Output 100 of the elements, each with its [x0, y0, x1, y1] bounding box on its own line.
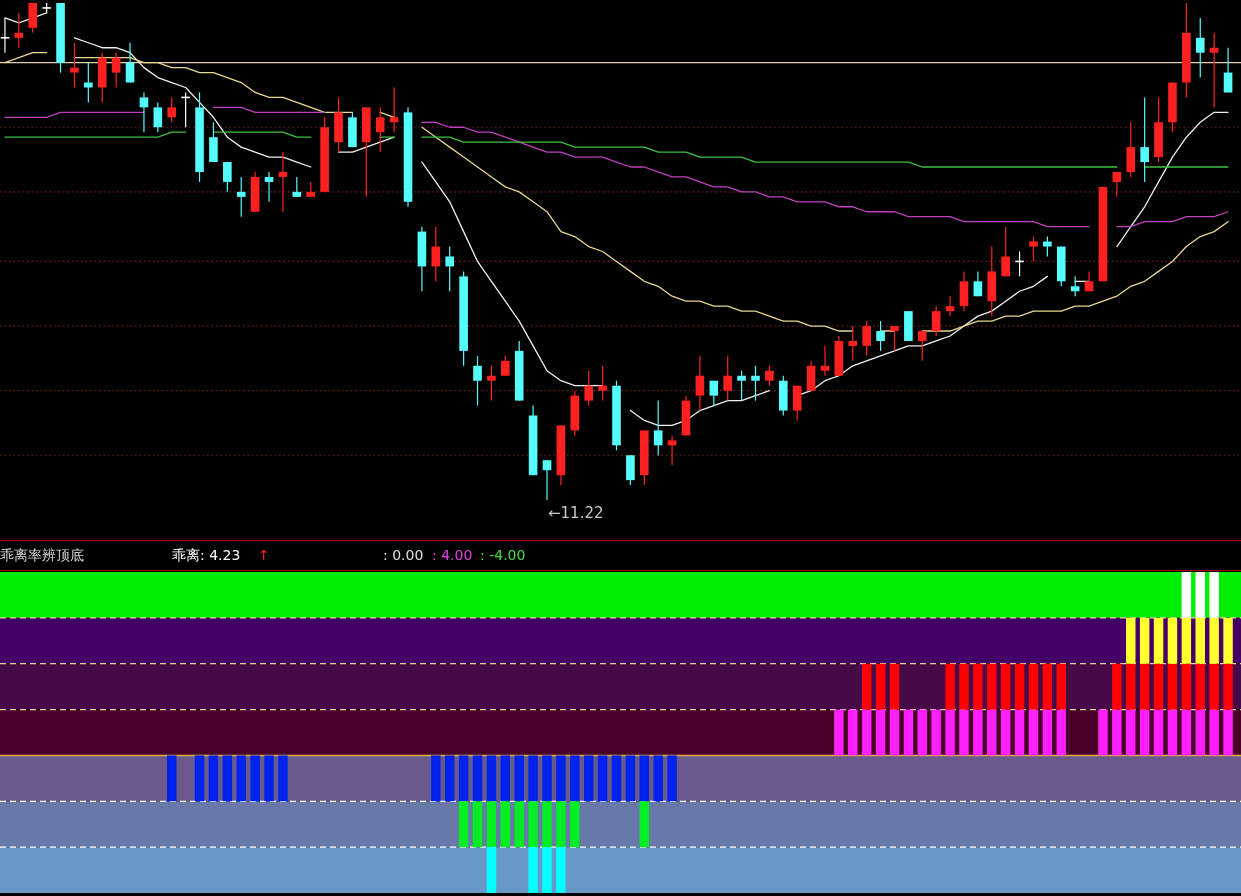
- text: : 4.00: [432, 547, 473, 563]
- text: ←11.22: [548, 504, 604, 522]
- bar: [945, 709, 955, 756]
- candlestick: [153, 101, 163, 133]
- bar: [1223, 617, 1233, 664]
- bar: [486, 847, 497, 893]
- bar: [611, 755, 622, 802]
- bar: [973, 709, 983, 756]
- bar: [1139, 663, 1150, 710]
- bar: [528, 755, 538, 802]
- bar: [1014, 709, 1025, 756]
- bar: [861, 663, 872, 710]
- bar: [570, 755, 580, 802]
- candlestick: [501, 355, 510, 377]
- bar: [1000, 663, 1011, 710]
- bar: [1181, 617, 1192, 664]
- bar: [848, 709, 858, 756]
- bar: [222, 755, 233, 802]
- bar: [1112, 709, 1122, 756]
- bar: [1153, 709, 1164, 756]
- bar: [542, 801, 552, 848]
- candlestick: [236, 176, 246, 218]
- bar: [889, 663, 900, 710]
- bar: [1195, 663, 1205, 710]
- bar: [1042, 709, 1053, 756]
- bar: [1153, 663, 1164, 710]
- bar: [1028, 663, 1039, 710]
- bar: [1209, 709, 1219, 756]
- bar: [1181, 572, 1192, 618]
- bar: [1223, 709, 1233, 756]
- bar: [208, 755, 219, 802]
- bar: [486, 801, 497, 848]
- bar: [959, 663, 969, 710]
- candlestick: [751, 365, 760, 402]
- candlestick: [820, 345, 830, 377]
- candlestick: [167, 96, 177, 123]
- bar: [250, 755, 260, 802]
- bar: [639, 755, 650, 802]
- candlestick: [292, 176, 302, 198]
- bar: [903, 709, 914, 756]
- bar: [861, 709, 872, 756]
- candlestick: [584, 370, 594, 407]
- bar: [1126, 709, 1136, 756]
- bar: [875, 663, 886, 710]
- bar: [1014, 663, 1025, 710]
- bar: [528, 801, 538, 848]
- bar: [1056, 663, 1066, 710]
- text: : -4.00: [480, 547, 526, 563]
- bar: [1181, 709, 1192, 756]
- bar: [556, 755, 566, 802]
- bar: [556, 847, 566, 893]
- candlestick: [125, 42, 135, 84]
- bar: [875, 709, 886, 756]
- candlestick: [1043, 235, 1052, 258]
- candlestick: [389, 86, 399, 133]
- candlestick: [1029, 235, 1038, 263]
- candlestick: [723, 355, 732, 402]
- candlestick: [737, 370, 746, 402]
- bar: [194, 755, 205, 802]
- candlestick: [1112, 171, 1122, 198]
- candlestick: [695, 355, 705, 412]
- candlestick: [445, 245, 455, 292]
- bar: [1167, 663, 1178, 710]
- candlestick: [1070, 275, 1080, 297]
- bar: [167, 755, 177, 802]
- candlestick: [139, 91, 149, 133]
- bar: [1209, 663, 1219, 710]
- bar: [583, 755, 594, 802]
- bar: [1181, 663, 1192, 710]
- bar: [236, 755, 246, 802]
- candlestick: [848, 325, 858, 362]
- bar: [472, 755, 483, 802]
- bar: [264, 755, 274, 802]
- bar: [556, 801, 566, 848]
- bar: [1139, 617, 1150, 664]
- bar: [1139, 709, 1150, 756]
- bar: [1195, 617, 1205, 664]
- bar: [1126, 663, 1136, 710]
- bar: [500, 755, 511, 802]
- bar: [472, 801, 483, 848]
- bar: [458, 801, 469, 848]
- bar: [514, 801, 524, 848]
- candlestick: [473, 355, 482, 407]
- bar: [959, 709, 969, 756]
- candlestick: [1140, 96, 1149, 183]
- candlestick: [542, 459, 552, 501]
- bar: [945, 663, 955, 710]
- candlestick: [375, 106, 385, 153]
- bar: [834, 709, 844, 756]
- candlestick: [653, 400, 663, 456]
- bar: [1000, 709, 1011, 756]
- bar: [542, 847, 552, 893]
- candlestick: [70, 42, 79, 89]
- chart-title: 乖离率辨顶底: [0, 547, 84, 563]
- candlestick: [1209, 32, 1219, 108]
- candlestick: [1195, 17, 1205, 79]
- candlestick: [890, 325, 899, 352]
- bar: [1209, 572, 1219, 618]
- bar: [458, 755, 469, 802]
- bar: [1112, 663, 1122, 710]
